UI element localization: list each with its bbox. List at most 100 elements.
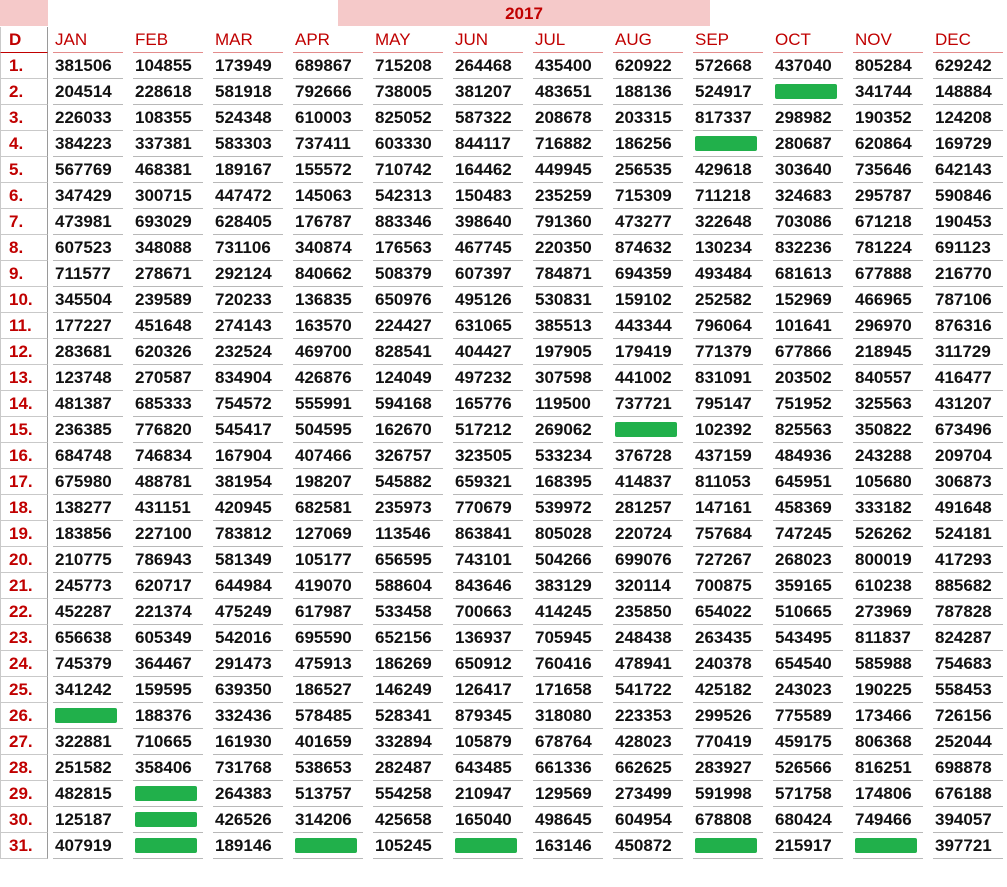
table-row: 1. 381506 104855 173949 689867 715208 264468 43… [0, 53, 1007, 79]
result-value: 682581 [289, 495, 365, 521]
result-value: 731106 [209, 235, 285, 261]
result-value: 749466 [849, 807, 925, 833]
result-value: 693029 [129, 209, 205, 235]
result-value: 167904 [209, 443, 285, 469]
result-value: 483651 [529, 79, 605, 105]
result-value: 176563 [369, 235, 445, 261]
result-value: 104855 [129, 53, 205, 79]
result-value: 451648 [129, 313, 205, 339]
result-value: 571758 [769, 781, 845, 807]
result-value: 475249 [209, 599, 285, 625]
result-value: 539972 [529, 495, 605, 521]
result-value: 517212 [449, 417, 525, 443]
result-value: 161930 [209, 729, 285, 755]
result-value: 381207 [449, 79, 525, 105]
day-number: 14. [0, 391, 48, 417]
result-value: 437040 [769, 53, 845, 79]
result-value: 787828 [929, 599, 1005, 625]
result-value: 554258 [369, 781, 445, 807]
result-value: 542016 [209, 625, 285, 651]
result-value: 127069 [289, 521, 365, 547]
result-value: 604954 [609, 807, 685, 833]
result-value: 252582 [689, 287, 765, 313]
result-value: 643485 [449, 755, 525, 781]
result-value: 173466 [849, 703, 925, 729]
result-value: 711577 [49, 261, 125, 287]
result-value: 757684 [689, 521, 765, 547]
result-value: 661336 [529, 755, 605, 781]
result-value: 705945 [529, 625, 605, 651]
result-value: 188376 [129, 703, 205, 729]
result-value: 710742 [369, 157, 445, 183]
result-value: 340874 [289, 235, 365, 261]
result-value: 384223 [49, 131, 125, 157]
result-value: 243288 [849, 443, 925, 469]
result-value: 429618 [689, 157, 765, 183]
result-value: 150483 [449, 183, 525, 209]
result-value: 251582 [49, 755, 125, 781]
result-value: 716882 [529, 131, 605, 157]
result-value: 220350 [529, 235, 605, 261]
result-value: 190225 [849, 677, 925, 703]
result-value: 443344 [609, 313, 685, 339]
result-value: 771379 [689, 339, 765, 365]
day-number: 25. [0, 677, 48, 703]
redacted-cell [689, 131, 765, 157]
result-value: 431207 [929, 391, 1005, 417]
redacted-cell [769, 79, 845, 105]
result-value: 263435 [689, 625, 765, 651]
result-value: 452287 [49, 599, 125, 625]
result-value: 746834 [129, 443, 205, 469]
result-value: 578485 [289, 703, 365, 729]
table-row: 3. 226033 108355 524348 610003 825052 587322 20… [0, 105, 1007, 131]
result-value: 383129 [529, 573, 605, 599]
result-value: 805284 [849, 53, 925, 79]
day-number: 7. [0, 209, 48, 235]
result-value: 811053 [689, 469, 765, 495]
result-value: 825563 [769, 417, 845, 443]
result-value: 459175 [769, 729, 845, 755]
day-number: 19. [0, 521, 48, 547]
result-value: 545417 [209, 417, 285, 443]
table-row: 16. 684748 746834 167904 407466 326757 323505 5… [0, 443, 1007, 469]
result-value: 197905 [529, 339, 605, 365]
redacted-cell [129, 807, 205, 833]
result-value: 659321 [449, 469, 525, 495]
result-value: 811837 [849, 625, 925, 651]
result-value: 879345 [449, 703, 525, 729]
result-value: 256535 [609, 157, 685, 183]
result-value: 538653 [289, 755, 365, 781]
day-number: 5. [0, 157, 48, 183]
result-value: 345504 [49, 287, 125, 313]
result-value: 467745 [449, 235, 525, 261]
result-value: 644984 [209, 573, 285, 599]
result-value: 270587 [129, 365, 205, 391]
result-value: 530831 [529, 287, 605, 313]
table-row: 19. 183856 227100 783812 127069 113546 863841 8… [0, 521, 1007, 547]
result-value: 105680 [849, 469, 925, 495]
redaction-mark [455, 838, 517, 853]
result-value: 239589 [129, 287, 205, 313]
redacted-cell [49, 703, 125, 729]
result-value: 148884 [929, 79, 1005, 105]
result-value: 484936 [769, 443, 845, 469]
result-value: 726156 [929, 703, 1005, 729]
redaction-mark [135, 786, 197, 801]
result-value: 671218 [849, 209, 925, 235]
result-value: 425182 [689, 677, 765, 703]
result-value: 210947 [449, 781, 525, 807]
table-row: 14. 481387 685333 754572 555991 594168 165776 1… [0, 391, 1007, 417]
result-value: 504595 [289, 417, 365, 443]
day-number: 30. [0, 807, 48, 833]
result-value: 493484 [689, 261, 765, 287]
result-value: 324683 [769, 183, 845, 209]
result-value: 715208 [369, 53, 445, 79]
result-value: 425658 [369, 807, 445, 833]
result-value: 136937 [449, 625, 525, 651]
result-value: 165776 [449, 391, 525, 417]
result-value: 711218 [689, 183, 765, 209]
redacted-cell [129, 781, 205, 807]
result-value: 414837 [609, 469, 685, 495]
result-value: 607397 [449, 261, 525, 287]
result-value: 318080 [529, 703, 605, 729]
